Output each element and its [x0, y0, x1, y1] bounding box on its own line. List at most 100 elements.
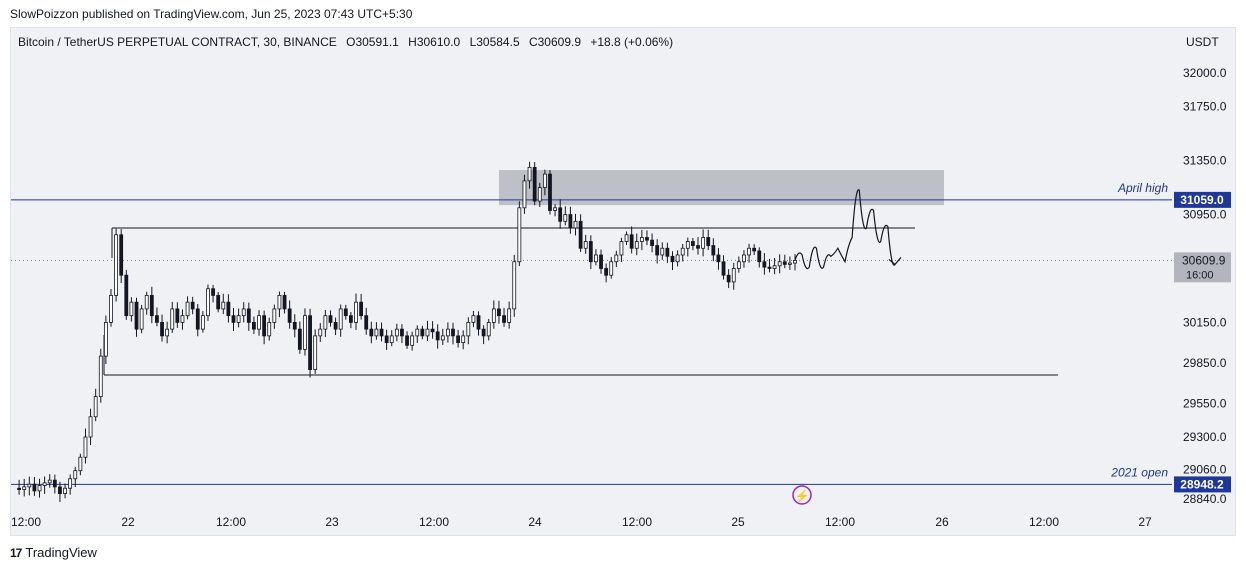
- candle: [343, 304, 348, 320]
- candle: [599, 249, 603, 274]
- candle: [594, 249, 598, 266]
- x-tick-label: 22: [121, 515, 135, 529]
- candle: [624, 231, 629, 245]
- candle-body: [445, 328, 450, 337]
- candle-body: [614, 254, 619, 263]
- candle-body: [655, 245, 660, 256]
- april-high-price-badge: 31059.0: [1174, 191, 1231, 208]
- candle-body: [73, 470, 78, 480]
- candle-body: [420, 328, 425, 337]
- candle-body: [507, 308, 512, 323]
- candle-body: [185, 301, 190, 317]
- candle: [696, 237, 700, 255]
- candle: [103, 315, 108, 365]
- candle-body: [160, 321, 164, 337]
- candle: [190, 296, 195, 315]
- candle-body: [231, 315, 236, 323]
- candle-body: [787, 262, 792, 265]
- tradingview-logo-icon: 17: [10, 545, 22, 560]
- candle: [639, 229, 644, 251]
- x-tick-label: 27: [1138, 515, 1152, 529]
- candle-body: [466, 321, 471, 337]
- candle: [252, 316, 256, 334]
- candle-body: [308, 315, 312, 370]
- candle-body: [670, 255, 675, 263]
- candle-body: [721, 261, 726, 276]
- candle: [400, 324, 404, 344]
- candle: [58, 481, 62, 502]
- candle-body: [211, 288, 215, 296]
- candle: [711, 238, 716, 262]
- candle: [88, 408, 93, 446]
- candle: [517, 201, 522, 267]
- candle-body: [119, 234, 124, 276]
- candle-body: [165, 328, 170, 337]
- x-tick-label: 25: [731, 515, 745, 529]
- candle: [359, 293, 364, 320]
- candle: [497, 300, 501, 324]
- candle: [548, 170, 552, 215]
- currency-label: USDT: [1186, 35, 1219, 49]
- candle: [568, 206, 573, 234]
- candle: [384, 329, 389, 350]
- candle-body: [287, 308, 292, 323]
- candle: [772, 257, 777, 275]
- candle-body: [696, 245, 700, 249]
- candle-body: [456, 335, 460, 344]
- candle: [588, 235, 593, 270]
- candle: [160, 314, 164, 342]
- symbol-name[interactable]: Bitcoin / TetherUS PERPETUAL CONTRACT, 3…: [18, 35, 337, 49]
- candle-body: [527, 166, 532, 182]
- ohlc-low: L30584.5: [469, 35, 520, 49]
- candle: [32, 477, 37, 496]
- candle: [47, 474, 52, 488]
- candle: [609, 257, 614, 279]
- chart-frame[interactable]: [10, 27, 1236, 536]
- candle-body: [430, 328, 435, 333]
- candle: [563, 206, 568, 226]
- candle-body: [497, 308, 501, 317]
- candle: [466, 317, 471, 345]
- footer-brand[interactable]: 17 TradingView: [10, 545, 97, 560]
- candle-body: [389, 335, 394, 344]
- candle-body: [323, 315, 328, 330]
- candle: [114, 228, 118, 302]
- candle: [389, 330, 394, 347]
- candle-body: [639, 237, 644, 242]
- candle: [379, 322, 384, 342]
- y-tick-label: 29550.0: [1183, 396, 1227, 410]
- y-tick-label: 28840.0: [1183, 492, 1227, 506]
- candle: [272, 304, 277, 329]
- candle-body: [78, 456, 83, 472]
- candle-body: [517, 207, 522, 263]
- candle: [349, 312, 353, 329]
- candle: [318, 323, 323, 342]
- candle-body: [129, 301, 134, 317]
- candle: [742, 250, 746, 268]
- candle: [170, 301, 175, 333]
- candle-body: [532, 166, 537, 202]
- badge-bg: [1174, 476, 1231, 493]
- candle: [139, 304, 144, 334]
- projection-arrowhead: [888, 257, 902, 266]
- symbol-legend[interactable]: Bitcoin / TetherUS PERPETUAL CONTRACT, 3…: [18, 35, 679, 49]
- candle: [425, 320, 430, 342]
- candle-body: [83, 436, 88, 458]
- candle: [333, 317, 338, 336]
- candle: [195, 303, 200, 337]
- candle: [165, 321, 170, 344]
- candle: [216, 292, 221, 313]
- lightning-glyph: ⚡: [795, 489, 810, 503]
- candle: [481, 325, 486, 345]
- candle-body: [88, 416, 93, 438]
- candle: [486, 318, 491, 341]
- x-tick-label: 26: [935, 515, 949, 529]
- candle: [144, 291, 149, 315]
- candle: [42, 476, 47, 495]
- candle-body: [170, 308, 175, 330]
- candle-body: [400, 328, 404, 337]
- x-tick-label: 12:00: [216, 515, 246, 529]
- candle: [175, 302, 180, 328]
- candle: [313, 329, 318, 374]
